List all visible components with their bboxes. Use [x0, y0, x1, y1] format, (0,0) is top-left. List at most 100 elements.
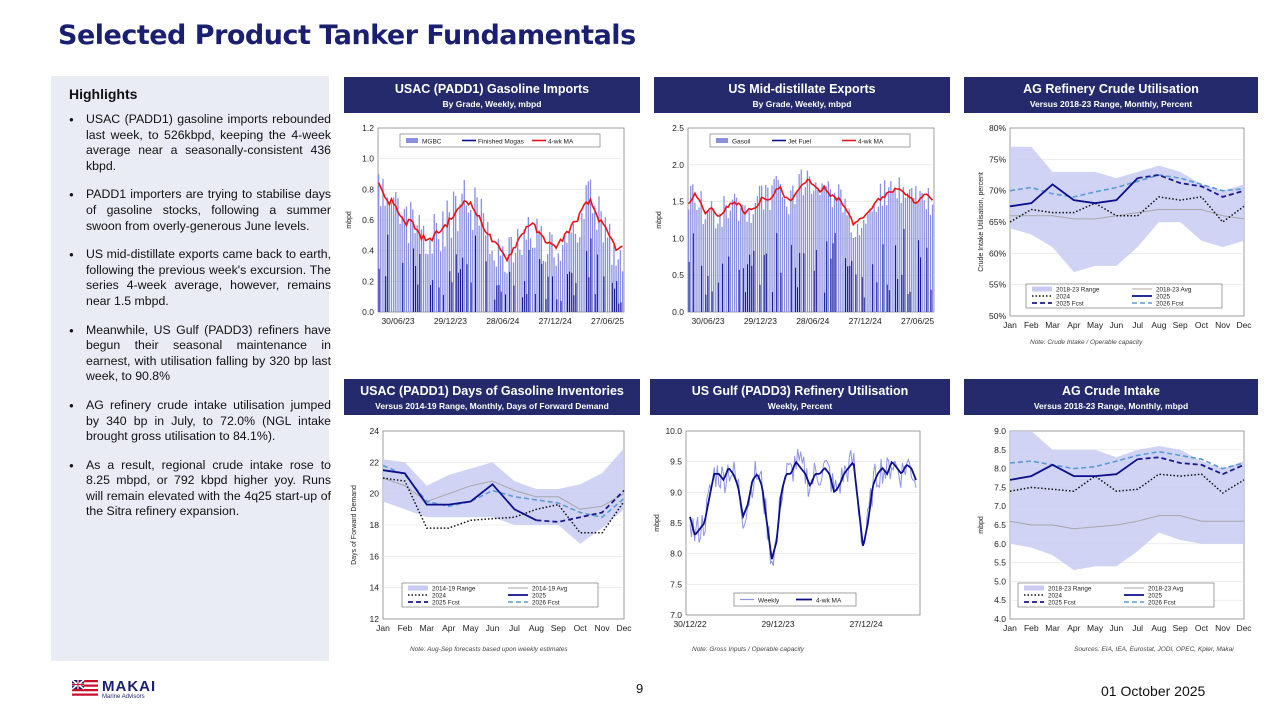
- data-bar: [884, 180, 886, 312]
- fcst-2025-line: [536, 489, 625, 523]
- data-bar: [806, 170, 809, 312]
- data-bar: [915, 186, 917, 312]
- data-bar: [854, 236, 857, 312]
- y-axis-label: mbpd: [346, 211, 353, 229]
- data-bar: [448, 212, 450, 312]
- data-bar: [815, 182, 817, 312]
- data-bar-secondary: [385, 276, 387, 312]
- legend-label: 4-wk MA: [816, 598, 842, 605]
- data-bar-secondary: [886, 284, 888, 312]
- chart-title: USAC (PADD1) Gasoline Imports: [394, 82, 590, 96]
- data-bar: [836, 197, 838, 312]
- data-bar: [800, 169, 802, 312]
- data-bar: [744, 205, 746, 312]
- data-bar-secondary: [738, 269, 740, 312]
- data-bar: [609, 223, 611, 312]
- x-tick-label: 27/12/24: [849, 316, 882, 326]
- data-bar-secondary: [815, 249, 817, 312]
- data-bar-secondary: [417, 284, 419, 312]
- y-tick-label: 20: [370, 489, 380, 499]
- data-bar-secondary: [847, 266, 849, 312]
- data-bar: [403, 208, 406, 312]
- legend-label: 2026 Fcst: [1156, 300, 1184, 307]
- data-bar-secondary: [855, 274, 857, 312]
- y-tick-label: 1.0: [362, 154, 374, 164]
- data-bar: [399, 223, 401, 312]
- x-tick-label: Mar: [1045, 623, 1060, 633]
- data-bar: [390, 202, 393, 312]
- data-bar: [444, 246, 446, 312]
- data-bar: [521, 255, 523, 312]
- panel-header: AG Refinery Crude Utilisation Versus 201…: [964, 77, 1258, 113]
- data-bar-secondary: [888, 290, 890, 312]
- data-bar: [896, 198, 898, 312]
- data-bar: [380, 206, 382, 312]
- data-bar: [525, 239, 527, 312]
- x-tick-label: 27/06/25: [901, 316, 934, 326]
- data-bar: [927, 188, 929, 312]
- x-tick-label: Jul: [509, 623, 520, 633]
- x-tick-label: 29/12/23: [744, 316, 777, 326]
- data-bar: [867, 214, 869, 312]
- data-bar: [491, 250, 493, 312]
- data-bar: [925, 209, 927, 312]
- data-bar: [783, 198, 786, 312]
- legend-label: 4-wk MA: [858, 139, 884, 146]
- legend-label: 2018-23 Avg: [1148, 585, 1184, 592]
- data-bar-secondary: [505, 294, 506, 312]
- data-bar-secondary: [920, 257, 922, 312]
- data-bar: [719, 213, 721, 312]
- data-bar: [904, 197, 907, 312]
- legend-swatch: [406, 138, 418, 143]
- data-bar: [702, 224, 704, 312]
- data-bar: [604, 217, 607, 312]
- data-bar-secondary: [688, 261, 690, 312]
- data-bar-secondary: [834, 233, 836, 312]
- chart-subtitle: By Grade, Weekly, mbpd: [442, 99, 542, 109]
- y-tick-label: 6.5: [994, 520, 1006, 530]
- legend-label: 2018-23 Avg: [1156, 286, 1192, 293]
- y-tick-label: 2.5: [672, 123, 684, 133]
- data-bar: [544, 261, 547, 312]
- y-tick-label: 7.0: [994, 501, 1006, 511]
- data-bar-secondary: [705, 294, 707, 312]
- highlights-list: USAC (PADD1) gasoline imports rebounded …: [59, 112, 331, 533]
- legend-label: 2018-23 Range: [1048, 585, 1092, 592]
- data-bar: [710, 201, 713, 312]
- data-bar-secondary: [751, 265, 753, 312]
- chart-note: Note: Aug-Sep forecasts based upon weekl…: [410, 646, 568, 653]
- data-bar-secondary: [759, 284, 761, 312]
- x-tick-label: 29/12/23: [761, 619, 794, 629]
- chart-subtitle: Versus 2018-23 Range, Monthly, mbpd: [1033, 401, 1189, 411]
- data-bar: [600, 211, 602, 312]
- data-bar-secondary: [432, 280, 434, 312]
- data-bar-secondary: [790, 244, 792, 312]
- data-bar: [459, 204, 461, 312]
- data-bar-secondary: [616, 281, 618, 312]
- legend-swatch: [408, 585, 428, 591]
- legend-label: 2025: [1148, 592, 1163, 599]
- data-bar: [840, 189, 842, 312]
- data-bar: [761, 185, 763, 312]
- data-bar-secondary: [594, 294, 596, 312]
- data-bar: [721, 226, 723, 312]
- data-bar: [425, 253, 427, 312]
- data-bar: [452, 191, 455, 312]
- highlight-item: As a result, regional crude intake rose …: [69, 458, 331, 520]
- chart-subtitle: Versus 2018-23 Range, Monthly, Percent: [1029, 99, 1193, 109]
- data-bar: [779, 184, 781, 312]
- data-bar: [917, 202, 919, 312]
- data-bar-secondary: [813, 270, 815, 312]
- data-bar: [514, 252, 517, 312]
- data-bar-secondary: [749, 254, 751, 312]
- data-bar-secondary: [528, 249, 530, 312]
- panel-gasoline-imports: USAC (PADD1) Gasoline Imports By Grade, …: [344, 77, 640, 367]
- panel-ag-utilisation: AG Refinery Crude Utilisation Versus 201…: [964, 77, 1258, 367]
- data-bar: [844, 198, 846, 312]
- x-tick-label: Apr: [442, 623, 455, 633]
- y-tick-label: 6.0: [994, 539, 1006, 549]
- chart-middistillate-exports: 0.0 0.5 1.0 1.5 2.0 2.5 mbpd 30/06/23 29/12/23 28…: [656, 123, 935, 326]
- ma-line: [688, 178, 934, 227]
- y-axis-label: Days of Forward Demand: [351, 485, 358, 565]
- data-bar: [581, 213, 583, 312]
